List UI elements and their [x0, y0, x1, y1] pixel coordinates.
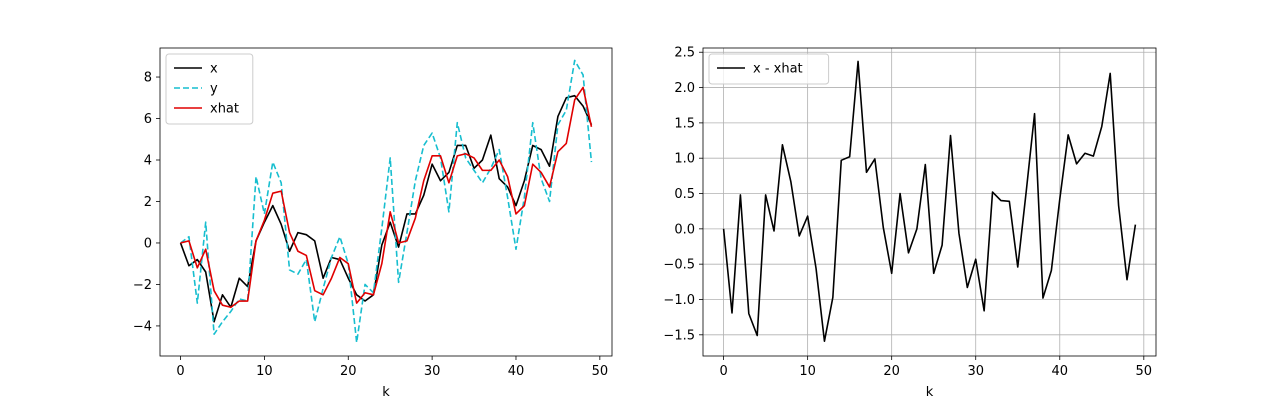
y-tick-label: 2	[144, 195, 152, 210]
legend-label: x	[210, 62, 218, 77]
y-tick-label: 2.5	[674, 46, 695, 61]
chart-panel-1: 0 10 20 30 40 50 −4 −2 0 2 4 6 8 k xy xhat	[133, 47, 613, 400]
y-tick-label: 2.0	[674, 81, 695, 96]
y-tick-label: −4	[133, 319, 152, 334]
legend-label: xhat	[210, 102, 239, 117]
legend-label: y	[210, 82, 218, 97]
y-tick-label: 0.5	[674, 187, 695, 202]
x-tick-label: 0	[719, 364, 727, 379]
x-axis-label: k	[926, 385, 934, 400]
x-tick-label: 10	[256, 364, 273, 379]
y-tick-label: 6	[144, 112, 152, 127]
y-tick-label: 8	[144, 71, 152, 86]
y-tick-label: 0.0	[674, 222, 695, 237]
y-tick-label: −1.0	[663, 293, 695, 308]
y-tick-label: −2	[133, 278, 152, 293]
y-tick-label: 4	[144, 154, 152, 169]
plot-frame	[702, 47, 1157, 357]
chart-panel-2: 0 10 20 30 40 50 −1.5 −1.0 −0.5 0.0 0.5 1.0 1.5 2.0 2.…	[663, 46, 1157, 400]
x-tick-label: 0	[176, 364, 184, 379]
legend-box	[708, 53, 830, 85]
y-tick-label: 1.0	[674, 152, 695, 167]
x-tick-label: 40	[508, 364, 525, 379]
x-axis-label: k	[382, 385, 390, 400]
x-tick-label: 50	[592, 364, 609, 379]
legend-box	[165, 53, 254, 125]
y-tick-label: 1.5	[674, 116, 695, 131]
x-tick-label: 50	[1136, 364, 1153, 379]
x-tick-label: 30	[424, 364, 441, 379]
x-tick-label: 40	[1051, 364, 1068, 379]
legend: x - xhat	[708, 53, 830, 85]
series-line-x	[179, 94, 593, 323]
y-tick-label: 0	[144, 236, 152, 251]
series-line-x-xhat	[722, 60, 1137, 342]
y-tick-label: −1.5	[663, 328, 695, 343]
legend-label: x - xhat	[753, 62, 803, 77]
x-tick-label: 20	[340, 364, 357, 379]
series-line-xhat	[180, 86, 593, 309]
x-tick-label: 30	[967, 364, 984, 379]
x-tick-label: 10	[799, 364, 816, 379]
plot-frame	[159, 47, 613, 357]
legend: xy xhat	[165, 53, 254, 125]
x-tick-label: 20	[883, 364, 900, 379]
y-tick-label: −0.5	[663, 258, 695, 273]
